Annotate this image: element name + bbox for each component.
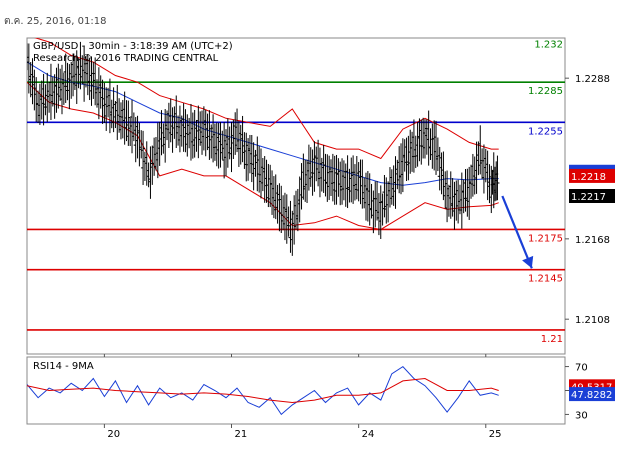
price-axis (566, 38, 616, 424)
y-tick-label: 1.2108 (575, 315, 610, 326)
level-labels: 1.232 1.2285 1.2255 1.2175 1.2145 1.21 (528, 39, 563, 345)
arrow-head (522, 255, 534, 269)
level-label: 1.21 (541, 334, 563, 345)
price-axis-ticks: 1.2288 1.2168 1.2108 (565, 74, 610, 326)
rsi-y-tick-label: 70 (575, 363, 588, 374)
price-bars (27, 41, 500, 256)
arrow-shaft (501, 195, 533, 269)
date-time-header: ต.ค. 25, 2016, 01:18 (4, 16, 107, 27)
price-tag-box (569, 168, 615, 183)
level-label: 1.232 (534, 39, 563, 50)
x-tick-label: 25 (489, 429, 502, 440)
rsi-series-line (27, 377, 499, 404)
level-label: 1.2285 (528, 86, 563, 97)
chart-title: GBP/USD - 30min - 3:18:39 AM (UTC+2) (33, 41, 233, 52)
rsi-lines (27, 365, 499, 416)
rsi-panel (26, 356, 566, 425)
forecast-arrow (501, 195, 534, 269)
price-tag-label: 1.2218 (571, 172, 606, 183)
x-tick-label: 24 (362, 429, 375, 440)
time-axis: 20 21 24 25 (103, 354, 502, 440)
rsi-tag-box (569, 387, 615, 402)
level-label: 1.2175 (528, 233, 563, 244)
rsi-tag-label: 47.8282 (571, 390, 612, 401)
y-tick-label: 1.2168 (575, 235, 610, 246)
x-tick-label: 20 (107, 429, 120, 440)
chart-subtitle: Research © 2016 TRADING CENTRAL (33, 53, 219, 64)
x-tick-label: 21 (235, 429, 248, 440)
y-tick-label: 1.2288 (575, 74, 610, 85)
level-label: 1.2145 (528, 274, 563, 285)
price-tag-box (569, 189, 615, 203)
level-label: 1.2255 (528, 126, 563, 137)
rsi-title: RSI14 - 9MA (33, 361, 94, 372)
series-line (34, 38, 499, 160)
rsi-series-line (27, 365, 499, 416)
support-resistance-levels (27, 81, 565, 331)
rsi-tags: 49.531747.8282 (569, 379, 615, 402)
rsi-y-tick-label: 30 (575, 410, 588, 421)
price-tag-label: 1.2217 (571, 192, 606, 203)
